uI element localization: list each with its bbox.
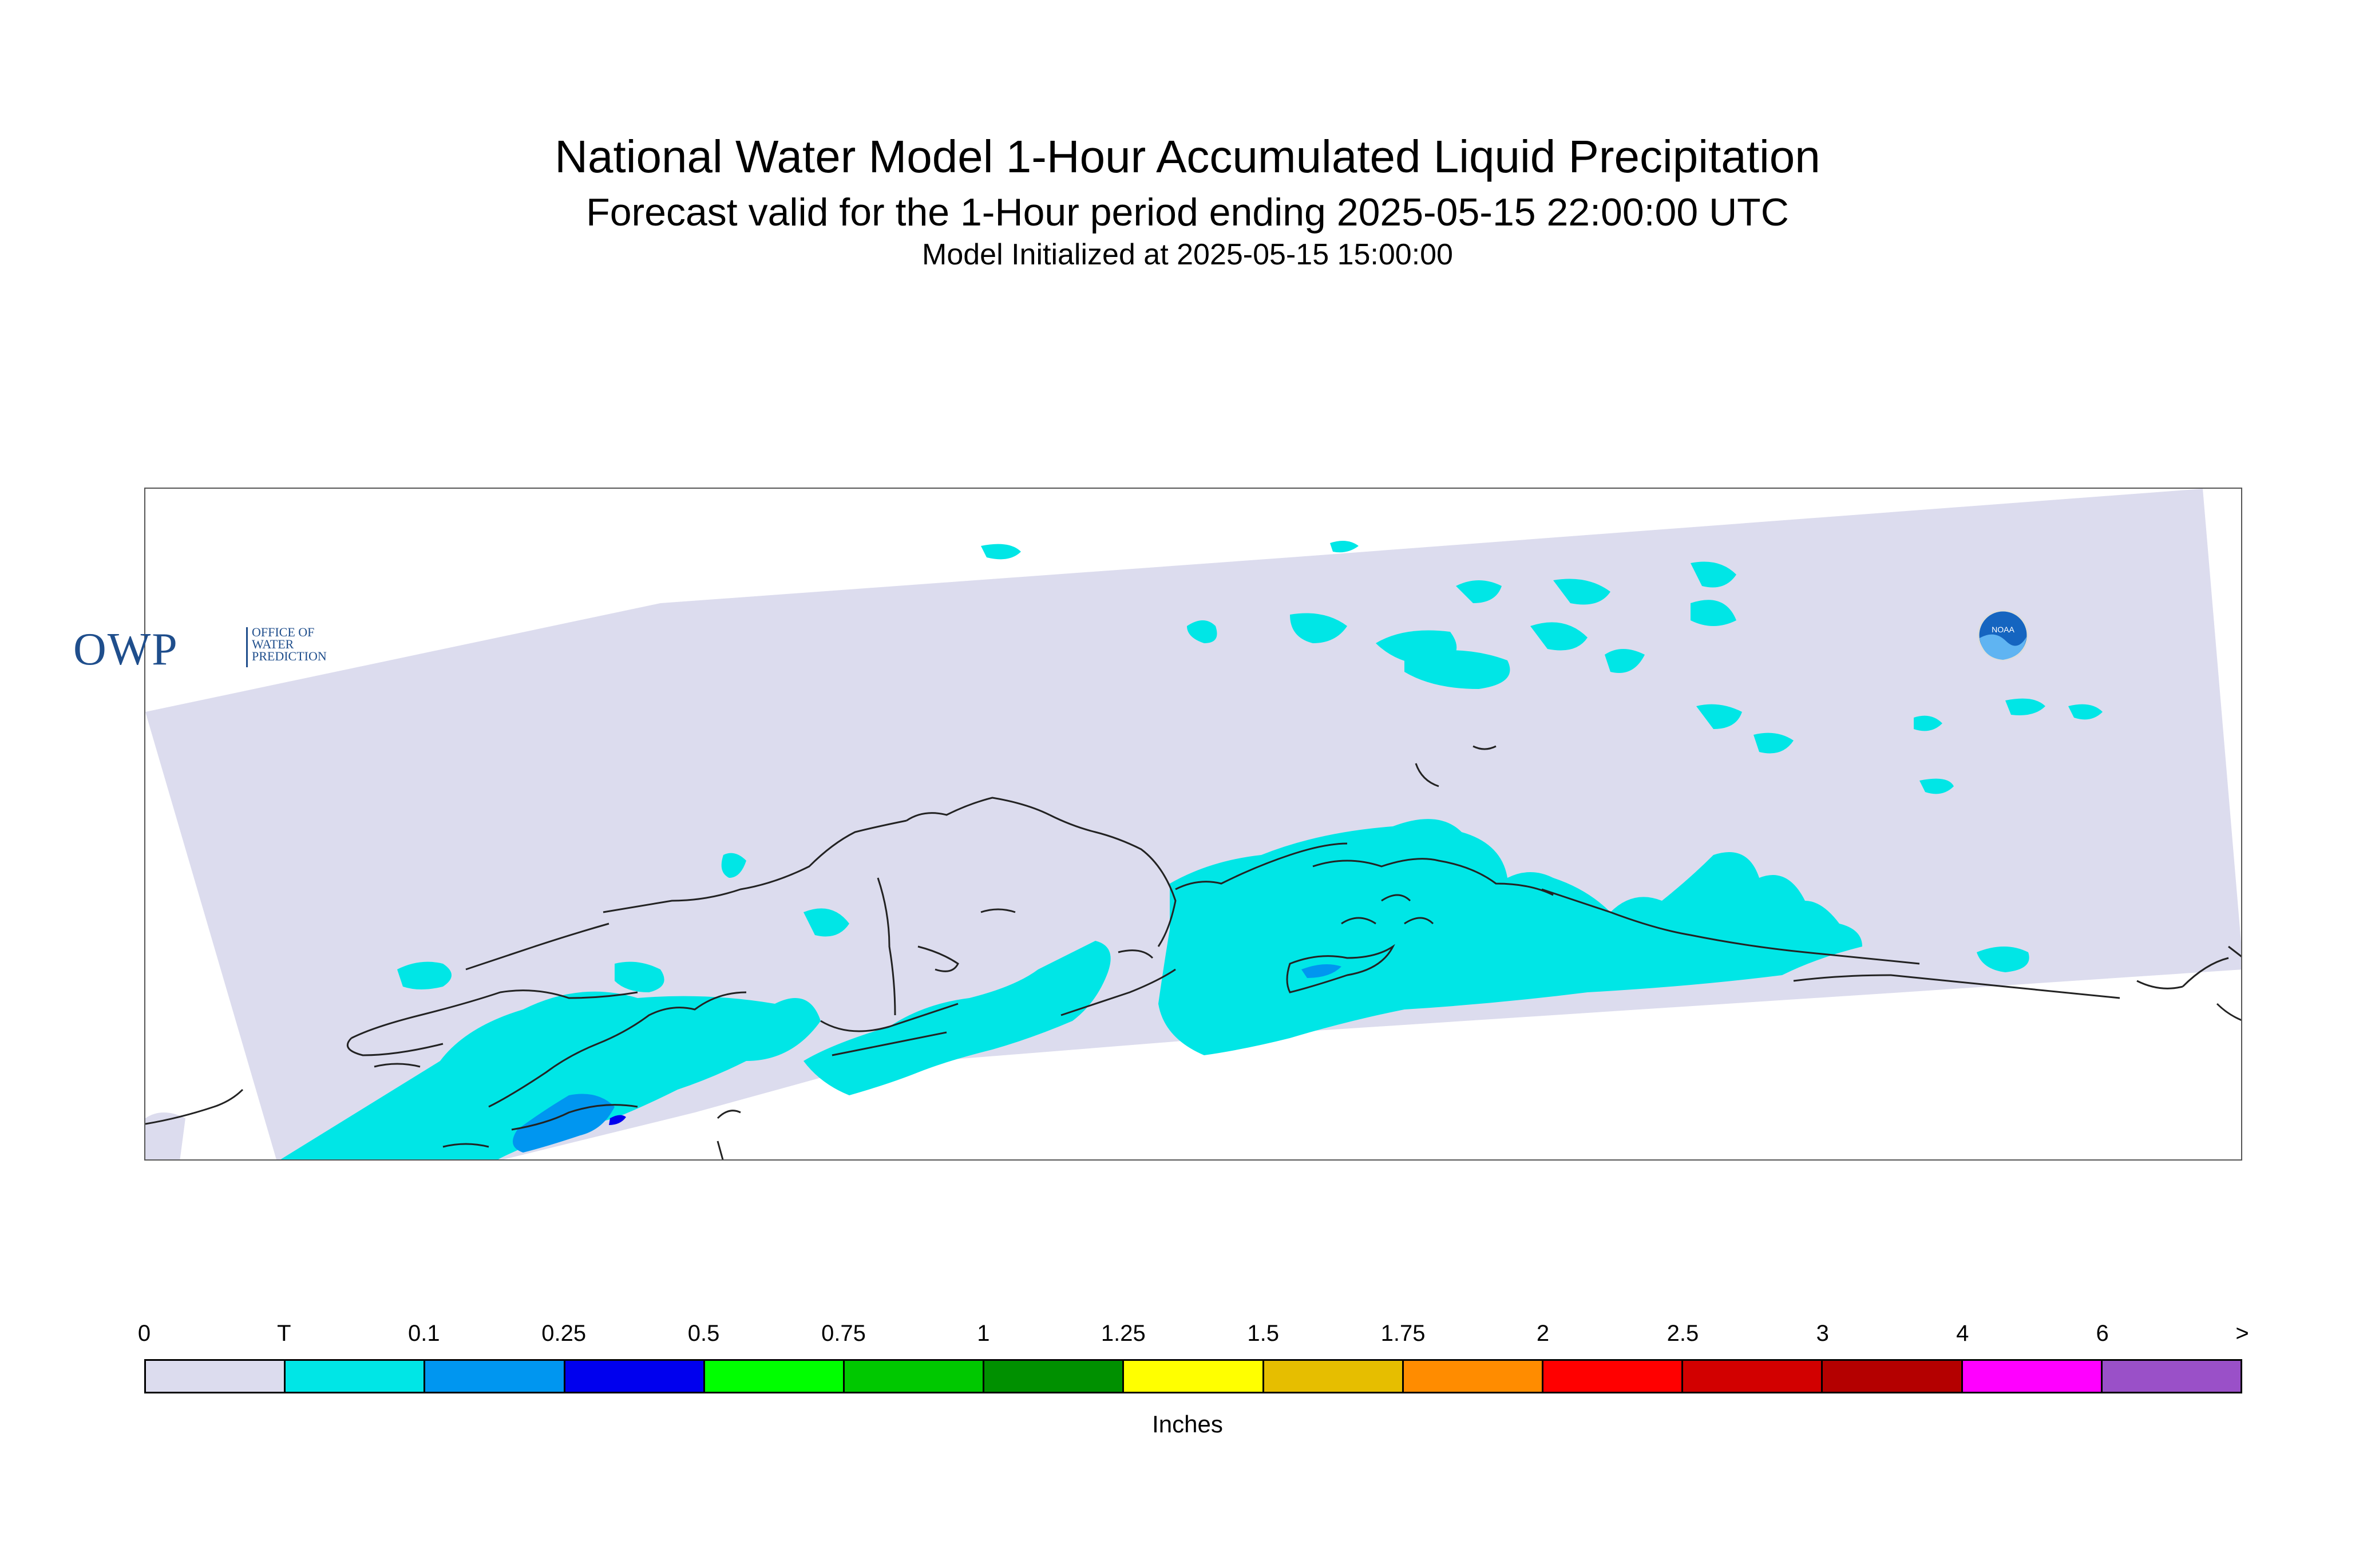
coastlines <box>145 745 2241 1159</box>
legend-tick-label: 2 <box>1536 1321 1550 1346</box>
precipitation-map <box>144 488 2242 1161</box>
legend-tick-label: 0.25 <box>541 1321 587 1346</box>
legend-swatch <box>286 1361 426 1392</box>
legend-tick-label: 1.25 <box>1101 1321 1146 1346</box>
legend-tick-label: > <box>2235 1321 2249 1346</box>
owp-logo-divider <box>246 627 248 667</box>
noaa-logo-icon: NOAA <box>1977 609 2029 661</box>
legend-tick-label: 0.5 <box>687 1321 720 1346</box>
legend-swatch <box>1543 1361 1684 1392</box>
legend-tick-label: 3 <box>1816 1321 1829 1346</box>
legend-swatch <box>146 1361 286 1392</box>
legend-swatch <box>1124 1361 1264 1392</box>
noaa-logo-text: NOAA <box>1992 625 2014 634</box>
legend-swatch <box>1823 1361 1963 1392</box>
model-domain <box>145 489 2241 1159</box>
precip-0-1-areas <box>513 964 1341 1153</box>
legend-swatch <box>1962 1361 2103 1392</box>
map-subtitle: Forecast valid for the 1-Hour period end… <box>586 191 1789 234</box>
legend-swatch <box>845 1361 985 1392</box>
legend-swatch <box>565 1361 705 1392</box>
legend-swatch <box>1264 1361 1404 1392</box>
legend-tick-label: 6 <box>2096 1321 2109 1346</box>
legend-swatch <box>1683 1361 1823 1392</box>
legend-swatch <box>984 1361 1125 1392</box>
map-canvas <box>145 489 2241 1159</box>
map-title: National Water Model 1-Hour Accumulated … <box>555 131 1820 182</box>
legend-tick-label: 1 <box>977 1321 990 1346</box>
model-init-time: Model Initialized at 2025-05-15 15:00:00 <box>922 238 1453 271</box>
precip-0-25-areas <box>609 1115 626 1125</box>
legend-tick-label: 4 <box>1956 1321 1969 1346</box>
legend-swatch <box>704 1361 845 1392</box>
owp-logo-sub-3: PREDICTION <box>252 649 327 663</box>
legend-swatch <box>2102 1361 2241 1392</box>
owp-logo-sub-1: OFFICE OF <box>252 625 315 639</box>
trace-precip-areas <box>145 541 2103 1159</box>
owp-logo-text: OWP <box>73 624 179 675</box>
legend-tick-label: 0.75 <box>821 1321 866 1346</box>
precipitation-legend <box>144 1359 2242 1393</box>
legend-tick-label: 2.5 <box>1667 1321 1699 1346</box>
legend-tick-label: T <box>277 1321 291 1346</box>
legend-swatch <box>1403 1361 1544 1392</box>
legend-swatch <box>425 1361 565 1392</box>
legend-tick-label: 0 <box>137 1321 151 1346</box>
owp-logo-sub-2: WATER <box>252 637 294 651</box>
legend-tick-label: 0.1 <box>407 1321 440 1346</box>
legend-tick-label: 1.5 <box>1247 1321 1279 1346</box>
legend-tick-label: 1.75 <box>1380 1321 1426 1346</box>
legend-units: Inches <box>1152 1411 1223 1438</box>
